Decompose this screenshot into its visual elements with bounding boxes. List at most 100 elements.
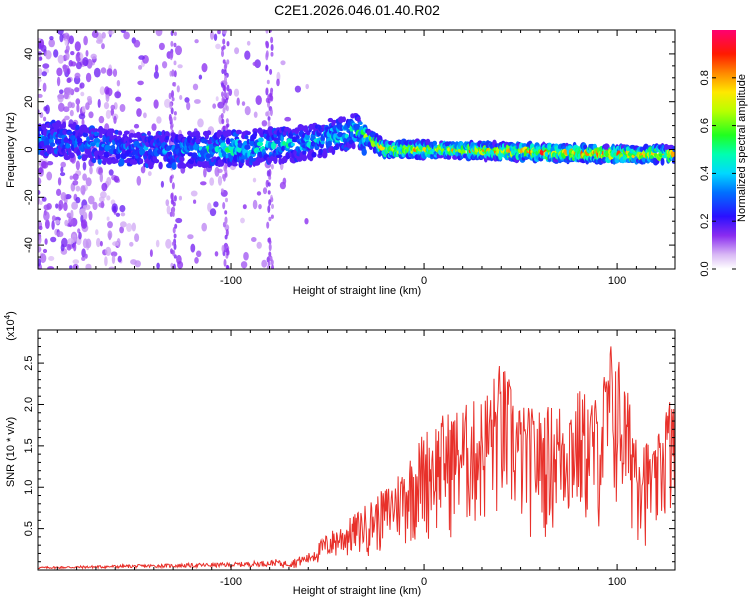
heatmap-noise-cell [194,99,201,104]
heatmap-noise-cell [46,171,53,181]
heatmap-noise-cell [197,118,204,128]
heatmap-noise-cell [82,161,87,171]
heatmap-noise-cell [194,39,199,44]
heatmap-noise-cell [171,97,175,102]
heatmap-ridge-cell [253,131,258,138]
heatmap-noise-cell [104,86,110,95]
heatmap-noise-cell [143,112,147,119]
heatmap-noise-cell [97,98,101,108]
heatmap-noise-cell [60,166,64,173]
heatmap-noise-cell [228,88,233,97]
heatmap-noise-cell [171,210,175,217]
heatmap-noise-cell [53,49,59,58]
heatmap-noise-cell [266,79,270,85]
heatmap-noise-cell [48,256,55,261]
heatmap-noise-cell [80,91,85,97]
colorbar: 0.0 0.2 0.4 0.6 0.8 Normalized spectral ampl… [699,30,748,277]
heatmap-noise-cell [117,255,122,263]
heatmap-ridge-cell [245,131,251,136]
heatmap-ridge-cell [75,124,80,131]
heatmap-noise-cell [104,256,108,267]
colorbar-tick-label: 0.0 [699,261,711,276]
heatmap-noise-cell [120,221,127,228]
heatmap-noise-cell [170,199,174,205]
heatmap-noise-cell [129,241,134,247]
heatmap-ridge-cell [95,142,100,148]
snr-y-tick-label: 2.5 [23,355,35,370]
heatmap-noise-cell [243,251,249,261]
heatmap-noise-cell [140,166,146,174]
heatmap-noise-cell [62,64,67,73]
heatmap-noise-cell [99,172,104,183]
heatmap-ridge-cell [320,140,325,145]
heatmap-noise-cell [223,91,227,99]
heatmap-ridge-cell [670,150,675,158]
heatmap-noise-cell [50,236,57,243]
colorbar-tick-label: 0.2 [699,214,711,229]
heatmap-noise-cell [173,70,177,78]
heatmap-noise-cell [251,237,257,242]
heatmap-noise-cell [261,120,268,127]
heatmap-noise-cell [74,72,81,79]
heatmap-noise-cell [106,68,113,77]
heatmap-noise-cell [190,243,196,253]
heatmap-noise-cell [267,190,271,195]
heatmap-ridge-cell [660,157,665,166]
heatmap-noise-cell [266,221,270,229]
heatmap-noise-cell [147,171,152,177]
heatmap-noise-cell [63,32,70,42]
heatmap-noise-cell [253,111,258,118]
heatmap-noise-cell [175,217,183,224]
heatmap-cells [38,30,675,269]
colorbar-tick-label: 0.8 [699,70,711,85]
heatmap-noise-cell [176,254,182,265]
heatmap-noise-cell [267,261,271,266]
heatmap-noise-cell [156,262,160,269]
heatmap-noise-cell [268,175,272,180]
heatmap-noise-cell [207,202,212,212]
heatmap-noise-cell [43,211,50,221]
heatmap-noise-cell [38,68,43,77]
heatmap-noise-cell [59,33,64,43]
heatmap-noise-cell [106,176,112,186]
heatmap-noise-cell [126,223,133,232]
heatmap-noise-cell [160,180,164,188]
heatmap-noise-cell [221,118,225,125]
heatmap-noise-cell [75,52,82,63]
heatmap-ridge-cell [256,141,264,147]
heatmap-noise-cell [186,101,191,111]
heatmap-noise-cell [149,249,153,257]
heatmap-noise-cell [173,31,177,36]
snr-y-tick-label: 2.0 [23,397,35,412]
heatmap-y-ticks: -40 -20 0 20 40 [23,41,675,258]
heatmap-noise-cell [256,191,262,196]
heatmap-noise-cell [69,175,74,180]
heatmap-noise-cell [88,111,94,119]
heatmap-noise-cell [134,233,140,243]
heatmap-ridge-cell [226,129,233,137]
heatmap-noise-cell [56,67,63,77]
heatmap-noise-cell [67,238,74,245]
heatmap-noise-cell [217,101,225,109]
heatmap-noise-cell [172,249,176,257]
heatmap-noise-cell [190,190,198,197]
heatmap-ridge-cell [249,155,254,163]
heatmap-ridge-cell [93,137,101,144]
heatmap-noise-cell [225,229,229,237]
heatmap-noise-cell [192,83,199,91]
heatmap-noise-cell [45,104,50,115]
heatmap-noise-cell [45,219,50,229]
heatmap-noise-cell [133,123,140,129]
heatmap-ridge-cell [206,130,212,136]
heatmap-noise-cell [266,265,270,269]
heatmap-ridge-cell [154,159,160,164]
heatmap-noise-cell [96,39,103,44]
heatmap-ridge-cell [119,157,125,166]
heatmap-noise-cell [39,56,43,61]
heatmap-noise-cell [69,265,73,269]
heatmap-noise-cell [42,248,48,254]
heatmap-noise-cell [79,53,84,59]
heatmap-noise-cell [201,63,208,73]
heatmap-noise-cell [270,36,274,44]
heatmap-noise-cell [38,200,43,205]
